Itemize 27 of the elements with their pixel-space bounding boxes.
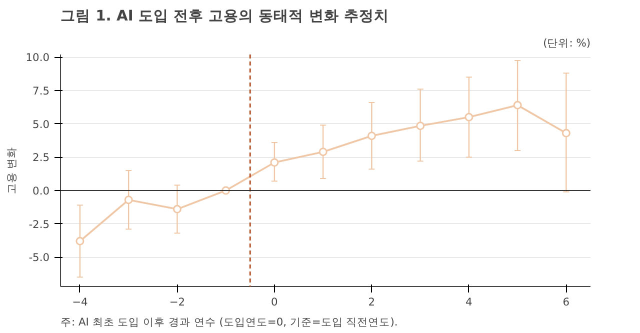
x-tick-label: 2 (368, 296, 376, 308)
y-axis-title: 고용 변화 (4, 146, 18, 194)
y-tick-label: 10.0 (26, 51, 50, 64)
point (124, 196, 133, 204)
point (513, 100, 522, 110)
y-tick-label: 2.5 (32, 151, 50, 164)
chart-title: 그림 1. AI 도입 전후 고용의 동태적 변화 추정치 (60, 8, 389, 24)
y-tick-label: -5.0 (28, 251, 50, 264)
y-tick-label: 5.0 (32, 118, 50, 131)
y-tick-label: 7.5 (32, 84, 50, 98)
point (270, 158, 279, 167)
x-tick-label: −4 (72, 296, 88, 308)
x-tick-label: 0 (271, 296, 278, 308)
point (416, 122, 425, 130)
text: (단위: %) (543, 36, 591, 50)
point (367, 132, 376, 140)
point (76, 236, 84, 246)
text: 주: AI 최초 도입 이후 경과 연수 (도입연도=0, 기준=도입 직전연도). (60, 316, 398, 328)
point (172, 204, 182, 214)
y-tick-label: -2.5 (28, 218, 50, 231)
point (318, 148, 328, 156)
point (464, 112, 474, 122)
x-tick-label: 4 (466, 296, 473, 308)
x-tick-label: −2 (169, 296, 186, 308)
x-tick-label: 6 (562, 296, 570, 308)
y-tick-label: 0.0 (32, 184, 50, 198)
point (562, 128, 570, 138)
